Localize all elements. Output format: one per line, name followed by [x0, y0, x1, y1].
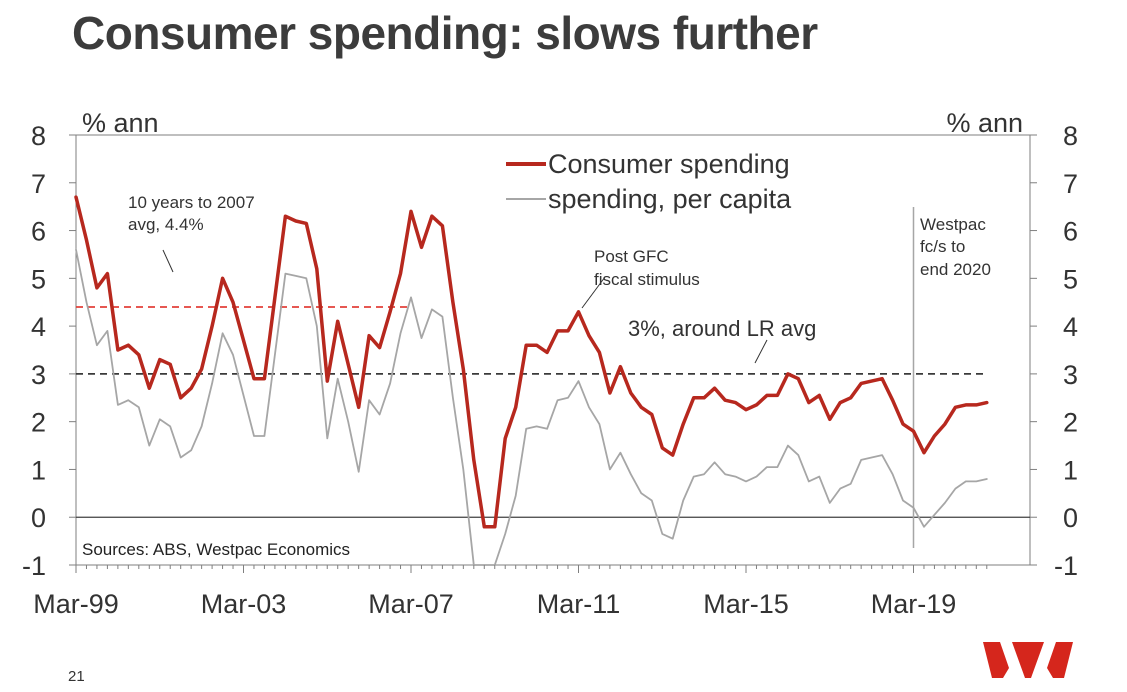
- y-tick-label-left: 7: [31, 169, 46, 199]
- y-tick-label-left: 6: [31, 217, 46, 247]
- y-unit-left: % ann: [82, 108, 159, 138]
- annotations: 10 years to 2007 avg, 4.4% Post GFC fisc…: [82, 193, 991, 559]
- series-line-consumer-spending: [74, 195, 989, 529]
- y-tick-label-left: -1: [22, 551, 46, 581]
- y-tick-label-left: 5: [31, 264, 46, 294]
- slide-title: Consumer spending: slows further: [72, 7, 818, 59]
- plot-border: [75, 134, 1031, 566]
- y-tick-label-right: 0: [1063, 503, 1078, 533]
- y-tick-label-left: 4: [31, 312, 46, 342]
- reference-lines: [76, 207, 987, 548]
- x-tick-label: Mar-03: [201, 589, 287, 619]
- annotation-post-gfc-line2: fiscal stimulus: [594, 270, 700, 289]
- series-line-spending-per-capita: [75, 248, 988, 566]
- plot-frame: [75, 134, 1031, 566]
- annotation-10yr-avg-line2: avg, 4.4%: [128, 215, 204, 234]
- westpac-logo-w-middle: [1012, 642, 1044, 678]
- y-tick-label-left: 3: [31, 360, 46, 390]
- annotation-forecast-line1: Westpac: [920, 215, 986, 234]
- y-tick-label-right: 4: [1063, 312, 1078, 342]
- annotation-10yr-avg-line1: 10 years to 2007: [128, 193, 255, 212]
- annotation-forecast-line2: fc/s to: [920, 237, 965, 256]
- y-tick-label-right: 1: [1063, 455, 1078, 485]
- annotation-lr-avg: 3%, around LR avg: [628, 316, 816, 341]
- y-tick-label-right: 5: [1063, 264, 1078, 294]
- series-group: [74, 195, 989, 566]
- y-tick-label-left: 2: [31, 408, 46, 438]
- legend: Consumer spending spending, per capita: [506, 149, 792, 214]
- westpac-logo: [983, 642, 1073, 678]
- x-tick-label: Mar-99: [33, 589, 119, 619]
- y-tick-label-right: 2: [1063, 408, 1078, 438]
- westpac-logo-w-left: [983, 642, 1009, 678]
- y-tick-label-left: 8: [31, 121, 46, 151]
- annotation-10yr-avg-leader: [162, 249, 174, 273]
- y-tick-label-right: 8: [1063, 121, 1078, 151]
- y-tick-label-right: 3: [1063, 360, 1078, 390]
- y-unit-right: % ann: [946, 108, 1023, 138]
- source-note: Sources: ABS, Westpac Economics: [82, 540, 350, 559]
- x-tick-label: Mar-07: [368, 589, 454, 619]
- y-tick-label-right: -1: [1054, 551, 1078, 581]
- y-tick-label-right: 6: [1063, 217, 1078, 247]
- x-tick-label: Mar-19: [871, 589, 957, 619]
- legend-label-consumer-spending: Consumer spending: [548, 149, 790, 179]
- legend-label-spending-per-capita: spending, per capita: [548, 184, 792, 214]
- x-tick-label: Mar-15: [703, 589, 789, 619]
- x-tick-label: Mar-11: [537, 589, 621, 619]
- slide-number: 21: [68, 668, 85, 685]
- annotation-forecast-line3: end 2020: [920, 260, 991, 279]
- annotation-post-gfc-line1: Post GFC: [594, 247, 669, 266]
- y-tick-label-left: 1: [31, 455, 46, 485]
- westpac-logo-w-right: [1047, 642, 1073, 678]
- annotation-lr-avg-leader: [754, 339, 768, 364]
- y-tick-label-right: 7: [1063, 169, 1078, 199]
- y-tick-label-left: 0: [31, 503, 46, 533]
- annotation-post-gfc-leader: [581, 276, 606, 309]
- axis-ticks: -1 -1 0 0 1 1 2 2 3 3 4 4 5 5 6 6 7 7 8 8 Mar-99 Mar-03 Mar-07…: [22, 121, 1078, 619]
